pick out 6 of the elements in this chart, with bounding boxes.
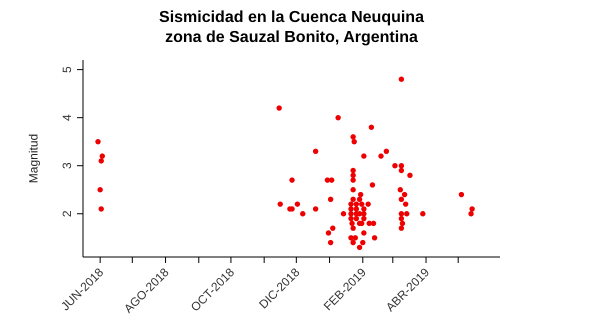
chart-title: Sismicidad en la Cuenca Neuquina zona de Sauzal Bonito, Argentina [158,8,426,48]
y-axis-title: Magnitud [26,134,40,184]
y-tick-label: 4 [60,114,74,121]
y-tick-label: 3 [60,162,74,170]
y-tick-label: 5 [60,66,74,73]
y-tick-label: 2 [60,210,74,218]
